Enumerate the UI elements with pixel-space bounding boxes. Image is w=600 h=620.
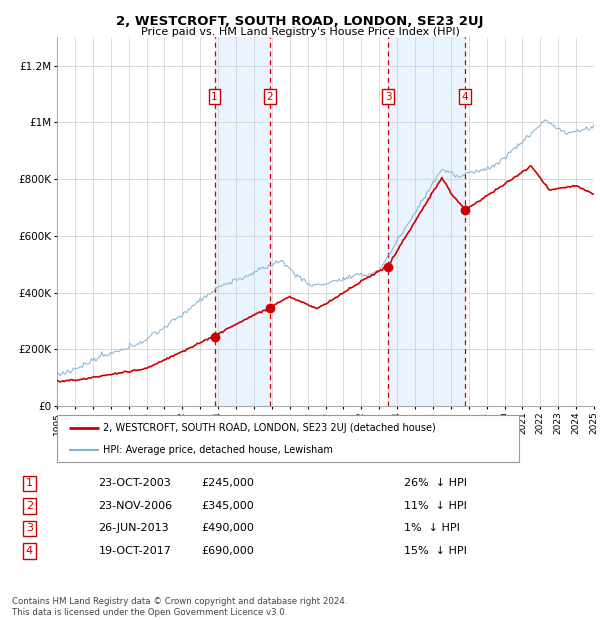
Text: £690,000: £690,000	[201, 546, 254, 556]
Text: 2: 2	[266, 92, 274, 102]
Text: 19-OCT-2017: 19-OCT-2017	[98, 546, 171, 556]
Text: 26-JUN-2013: 26-JUN-2013	[98, 523, 169, 533]
Text: 2, WESTCROFT, SOUTH ROAD, LONDON, SE23 2UJ: 2, WESTCROFT, SOUTH ROAD, LONDON, SE23 2…	[116, 16, 484, 29]
Text: £245,000: £245,000	[201, 479, 254, 489]
Text: 23-NOV-2006: 23-NOV-2006	[98, 501, 173, 511]
Text: 1: 1	[211, 92, 218, 102]
Text: 3: 3	[26, 523, 33, 533]
Text: 2, WESTCROFT, SOUTH ROAD, LONDON, SE23 2UJ (detached house): 2, WESTCROFT, SOUTH ROAD, LONDON, SE23 2…	[103, 423, 436, 433]
Text: 11%  ↓ HPI: 11% ↓ HPI	[404, 501, 467, 511]
Text: 2: 2	[26, 501, 33, 511]
Text: 1%  ↓ HPI: 1% ↓ HPI	[404, 523, 460, 533]
Text: 4: 4	[462, 92, 469, 102]
Text: Contains HM Land Registry data © Crown copyright and database right 2024.
This d: Contains HM Land Registry data © Crown c…	[12, 598, 347, 617]
Text: £490,000: £490,000	[201, 523, 254, 533]
Text: 1: 1	[26, 479, 33, 489]
Text: 15%  ↓ HPI: 15% ↓ HPI	[404, 546, 467, 556]
Text: 23-OCT-2003: 23-OCT-2003	[98, 479, 171, 489]
Text: 26%  ↓ HPI: 26% ↓ HPI	[404, 479, 467, 489]
Text: 4: 4	[26, 546, 33, 556]
FancyBboxPatch shape	[57, 415, 519, 462]
Text: £345,000: £345,000	[201, 501, 254, 511]
Text: HPI: Average price, detached house, Lewisham: HPI: Average price, detached house, Lewi…	[103, 445, 333, 455]
Text: 3: 3	[385, 92, 391, 102]
Text: Price paid vs. HM Land Registry's House Price Index (HPI): Price paid vs. HM Land Registry's House …	[140, 27, 460, 37]
Bar	[388, 37, 465, 406]
Bar	[215, 37, 270, 406]
